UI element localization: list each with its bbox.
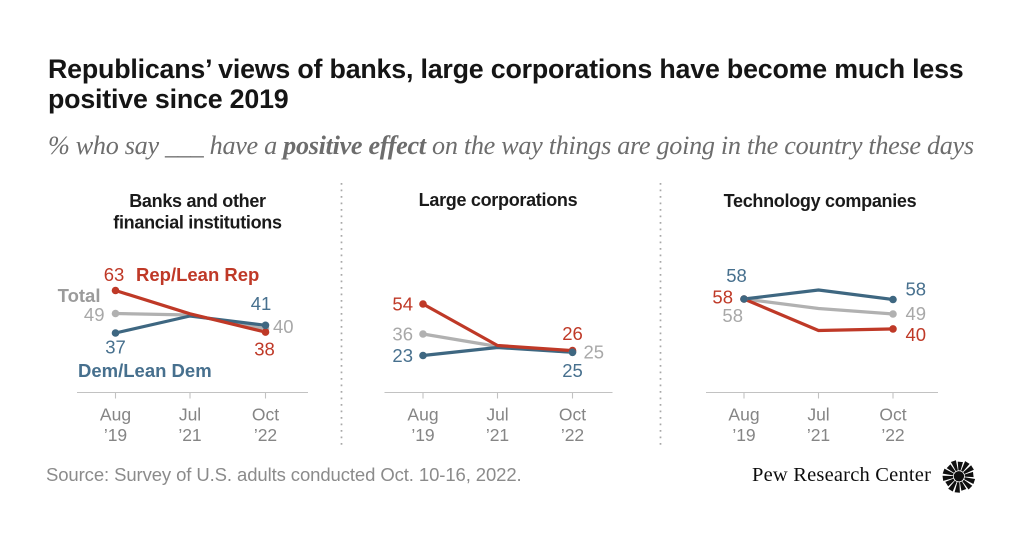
svg-text:25: 25 [584,342,605,363]
svg-text:Technology companies: Technology companies [724,191,917,211]
svg-text:’21: ’21 [178,425,201,445]
svg-text:25: 25 [562,360,583,381]
svg-text:Aug: Aug [728,405,759,425]
svg-text:23: 23 [392,345,413,366]
svg-text:’21: ’21 [486,425,509,445]
svg-text:58: 58 [906,279,927,300]
svg-text:Oct: Oct [559,405,586,425]
svg-text:Aug: Aug [407,405,438,425]
svg-text:26: 26 [562,323,583,344]
svg-text:36: 36 [392,324,413,345]
svg-text:’22: ’22 [561,425,584,445]
svg-text:Rep/Lean Rep: Rep/Lean Rep [136,264,259,285]
svg-text:58: 58 [712,287,733,308]
svg-text:41: 41 [251,293,272,314]
svg-text:Large corporations: Large corporations [419,190,578,210]
svg-text:58: 58 [726,265,747,286]
svg-text:Oct: Oct [879,405,906,425]
svg-text:Oct: Oct [252,405,279,425]
svg-text:’22: ’22 [254,425,277,445]
svg-text:38: 38 [254,339,275,360]
svg-text:Pew Research Center: Pew Research Center [752,464,931,486]
svg-text:Jul: Jul [807,405,829,425]
svg-text:Jul: Jul [486,405,508,425]
svg-text:’21: ’21 [807,425,830,445]
svg-text:Total: Total [58,285,101,306]
svg-text:58: 58 [722,305,743,326]
svg-text:40: 40 [273,316,294,337]
svg-text:49: 49 [906,303,927,324]
svg-text:’19: ’19 [104,425,127,445]
svg-text:37: 37 [105,337,126,358]
svg-text:63: 63 [104,264,125,285]
svg-text:Aug: Aug [100,405,131,425]
svg-text:’19: ’19 [732,425,755,445]
svg-text:Banks and other: Banks and other [129,191,266,211]
svg-text:financial institutions: financial institutions [113,213,282,233]
svg-text:Jul: Jul [179,405,201,425]
svg-text:49: 49 [84,304,105,325]
svg-text:Dem/Lean Dem: Dem/Lean Dem [78,360,212,381]
svg-text:’19: ’19 [411,425,434,445]
svg-text:’22: ’22 [881,425,904,445]
svg-text:40: 40 [906,324,927,345]
svg-text:54: 54 [392,294,413,315]
